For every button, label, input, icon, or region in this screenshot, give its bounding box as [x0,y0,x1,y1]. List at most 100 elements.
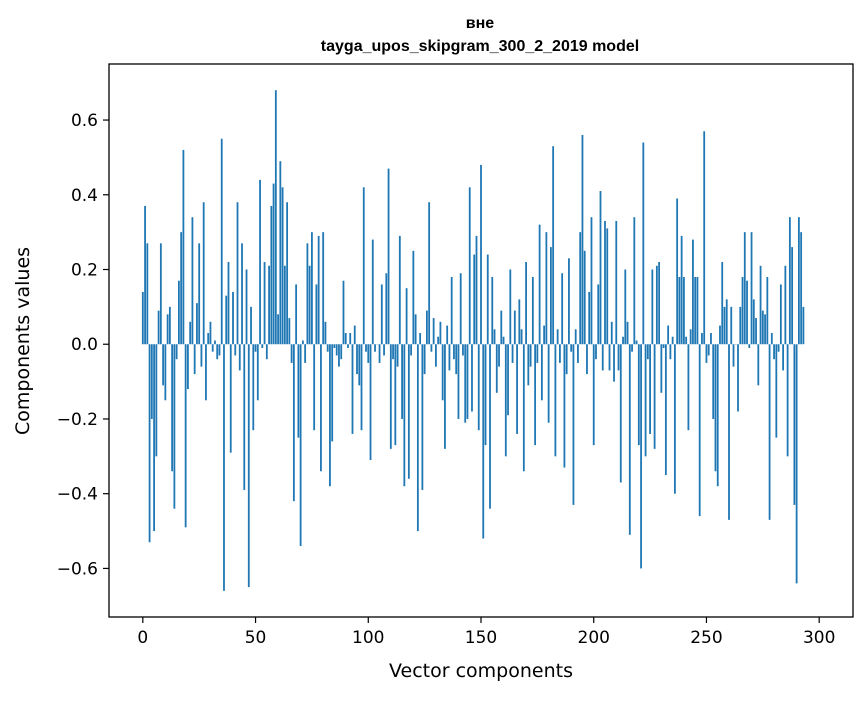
bar [214,341,216,345]
bar [541,344,543,400]
bar [171,344,173,471]
bar [514,311,516,345]
bar [421,344,423,490]
bar [198,243,200,344]
bar [579,232,581,344]
bar [192,217,194,344]
bar [516,344,518,434]
bar [778,344,780,351]
y-tick-label: 0.4 [71,186,98,206]
bar [699,344,701,516]
bar [205,344,207,400]
bar [458,344,460,419]
bar [487,255,489,345]
bar [216,344,218,359]
bar [223,344,225,591]
bar [462,344,464,355]
bar [782,344,784,370]
bar [189,322,191,344]
bar [719,326,721,345]
bar [178,281,180,345]
bar [291,344,293,363]
y-tick-label: −0.2 [57,410,98,430]
bar [340,344,342,359]
bar [505,344,507,456]
bar [762,311,764,345]
bar [609,344,611,370]
bar [356,344,358,374]
bar [383,344,385,355]
bar [757,344,759,385]
bar [327,344,329,351]
bar [338,344,340,366]
bar [550,247,552,344]
bar [566,344,568,374]
bar [325,322,327,344]
bar [665,344,667,475]
bar [766,277,768,344]
bar [742,277,744,344]
bar [496,344,498,393]
bar [530,344,532,366]
bar [230,344,232,452]
bar [796,344,798,583]
bar [354,326,356,345]
bar [532,277,534,344]
bar [681,236,683,344]
bar [467,344,469,419]
bar [455,344,457,374]
bar [311,232,313,344]
bar [708,344,710,355]
bar [424,344,426,374]
chart-subtitle: tayga_upos_skipgram_300_2_2019 model [321,38,639,55]
bar [564,344,566,467]
bar [602,344,604,370]
bar [309,266,311,344]
bar [219,344,221,355]
bar [401,344,403,419]
bar [712,344,714,419]
bar [784,266,786,344]
bar [663,344,665,348]
bar [442,344,444,400]
bar [489,344,491,508]
bar [667,326,669,345]
bar [252,344,254,430]
bar [803,307,805,344]
bar [706,344,708,363]
bar [316,284,318,344]
bar [748,344,750,348]
bar [210,322,212,344]
bar [471,344,473,411]
bar [552,146,554,344]
bar [633,217,635,344]
x-tick-label: 100 [352,628,384,648]
bar [656,266,658,344]
bar [800,232,802,344]
bar [606,228,608,344]
bar [703,131,705,344]
bar [433,318,435,344]
bar [293,344,295,501]
bar [385,273,387,344]
bar [255,344,257,351]
bar [320,344,322,471]
bar [363,187,365,344]
bar [304,344,306,363]
bar [390,344,392,449]
x-tick-label: 0 [137,628,148,648]
bar [221,139,223,345]
bar [733,344,735,366]
bar [613,344,615,381]
bar [449,344,451,370]
bar [225,296,227,345]
y-tick-label: 0.6 [71,111,98,131]
bar [284,266,286,344]
bar [297,344,299,437]
bar [775,344,777,437]
bar [604,221,606,344]
bar [426,311,428,345]
bar [593,344,595,445]
bar [728,344,730,520]
bars-group [142,90,804,591]
